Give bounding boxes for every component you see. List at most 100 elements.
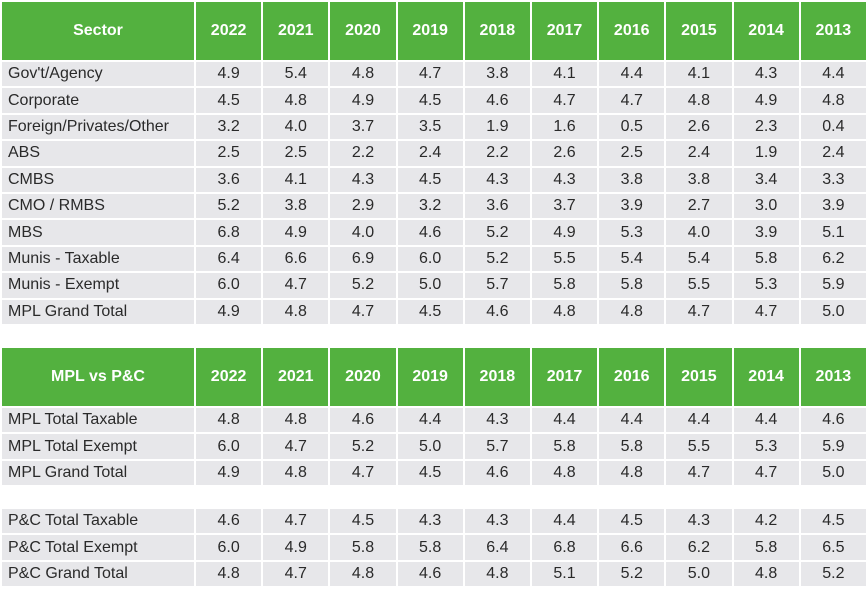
value-cell: 5.2 [330,273,396,298]
value-cell: 6.6 [599,535,665,560]
value-cell: 4.6 [800,408,866,433]
value-cell: 5.5 [666,273,732,298]
value-cell: 2.5 [196,141,262,166]
value-cell: 3.2 [397,193,463,219]
value-cell: 2.7 [666,193,732,219]
value-cell: 4.7 [531,88,598,113]
value-cell: 4.7 [733,460,799,486]
value-cell: 4.5 [397,167,463,192]
value-cell: 5.2 [464,246,530,272]
value-cell: 2.4 [666,141,732,166]
year-header: 2017 [531,2,598,60]
value-cell: 4.7 [330,299,396,324]
mpl-vs-pc-table-header: MPL vs P&C 2022 2021 2020 2019 2018 2017 2016 20… [2,348,866,406]
value-cell: 3.7 [330,114,396,140]
value-cell: 6.2 [666,535,732,560]
value-cell: 4.9 [196,299,262,324]
value-cell: 4.8 [263,408,329,433]
table-row: MPL Total Taxable 4.8 4.8 4.6 4.4 4.3 4.4 4.4 4.… [2,408,866,433]
row-label: P&C Total Taxable [2,509,194,534]
row-label: ABS [2,141,194,166]
value-cell: 2.5 [263,141,329,166]
value-cell: 3.9 [599,193,665,219]
row-label: Munis - Taxable [2,246,194,272]
value-cell: 4.4 [666,408,732,433]
value-cell: 6.0 [196,535,262,560]
value-cell: 4.1 [263,167,329,192]
value-cell: 4.5 [397,460,463,486]
row-label: MPL Total Taxable [2,408,194,433]
value-cell: 4.7 [666,460,732,486]
table-row: Foreign/Privates/Other 3.2 4.0 3.7 3.5 1.9 1.6… [2,114,866,140]
value-cell: 5.8 [599,434,665,459]
value-cell: 6.0 [196,273,262,298]
value-cell: 6.9 [330,246,396,272]
year-header: 2017 [531,348,598,406]
value-cell: 5.0 [666,561,732,587]
value-cell: 5.0 [397,273,463,298]
year-header: 2014 [733,348,799,406]
value-cell: 4.3 [464,509,530,534]
value-cell: 4.7 [263,509,329,534]
row-label: MPL Grand Total [2,299,194,324]
value-cell: 0.4 [800,114,866,140]
value-cell: 2.5 [599,141,665,166]
table-row: CMBS 3.6 4.1 4.3 4.5 4.3 4.3 3.8 3.8 3.4 3.3 [2,167,866,192]
table-row: MPL Grand Total 4.9 4.8 4.7 4.5 4.6 4.8 4.8 4.7 4… [2,460,866,486]
value-cell: 2.4 [800,141,866,166]
value-cell: 4.8 [599,299,665,324]
value-cell: 5.3 [733,273,799,298]
year-header: 2018 [464,2,530,60]
value-cell: 4.8 [800,88,866,113]
value-cell: 1.6 [531,114,598,140]
value-cell: 4.5 [196,88,262,113]
value-cell: 4.8 [330,62,396,87]
sector-table: Sector 2022 2021 2020 2019 2018 2017 2016 2015 20… [2,2,866,324]
value-cell: 4.7 [330,460,396,486]
value-cell: 1.9 [733,141,799,166]
header-label: MPL vs P&C [2,348,194,406]
row-label: P&C Total Exempt [2,535,194,560]
value-cell: 4.8 [733,561,799,587]
year-header: 2019 [397,2,463,60]
value-cell: 6.8 [196,220,262,245]
value-cell: 3.5 [397,114,463,140]
value-cell: 6.2 [800,246,866,272]
table-row: P&C Grand Total 4.8 4.7 4.8 4.6 4.8 5.1 5.2 5.0 4… [2,561,866,587]
value-cell: 6.6 [263,246,329,272]
value-cell: 4.5 [800,509,866,534]
row-label: P&C Grand Total [2,561,194,587]
table-row: Munis - Taxable 6.4 6.6 6.9 6.0 5.2 5.5 5.4 5.4 5… [2,246,866,272]
table-row: Munis - Exempt 6.0 4.7 5.2 5.0 5.7 5.8 5.8 5.5 5.… [2,273,866,298]
value-cell: 4.7 [263,434,329,459]
value-cell: 4.3 [733,62,799,87]
value-cell: 4.6 [397,561,463,587]
value-cell: 5.2 [599,561,665,587]
value-cell: 4.3 [666,509,732,534]
table-row: CMO / RMBS 5.2 3.8 2.9 3.2 3.6 3.7 3.9 2.7 3.0 3.9 [2,193,866,219]
value-cell: 5.9 [800,273,866,298]
year-header: 2020 [330,348,396,406]
value-cell: 2.2 [464,141,530,166]
row-label: MPL Grand Total [2,460,194,486]
year-header: 2015 [666,348,732,406]
value-cell: 4.9 [196,460,262,486]
table-row: P&C Total Taxable 4.6 4.7 4.5 4.3 4.3 4.4 4.5 4.… [2,509,866,534]
value-cell: 4.5 [397,88,463,113]
value-cell: 4.7 [666,299,732,324]
value-cell: 4.7 [263,561,329,587]
value-cell: 5.8 [531,434,598,459]
year-header: 2015 [666,2,732,60]
value-cell: 4.7 [599,88,665,113]
value-cell: 3.7 [531,193,598,219]
value-cell: 5.7 [464,273,530,298]
value-cell: 3.6 [464,193,530,219]
value-cell: 4.4 [397,408,463,433]
header-label: Sector [2,2,194,60]
year-header: 2016 [599,348,665,406]
row-label: CMO / RMBS [2,193,194,219]
value-cell: 5.0 [397,434,463,459]
value-cell: 5.2 [800,561,866,587]
value-cell: 5.5 [666,434,732,459]
value-cell: 4.7 [397,62,463,87]
